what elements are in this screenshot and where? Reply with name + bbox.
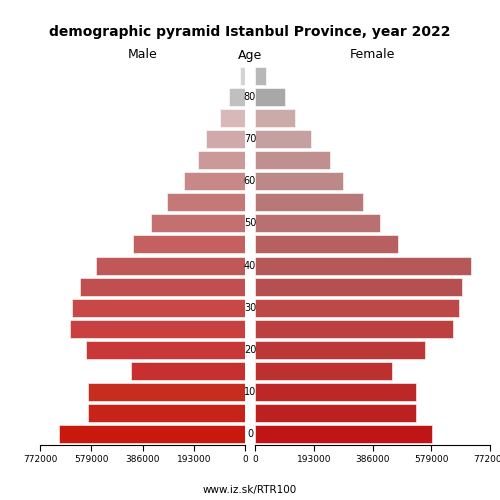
- Text: 10: 10: [244, 387, 256, 397]
- Bar: [255, 256, 471, 274]
- Bar: [255, 320, 453, 338]
- Bar: [88, 404, 245, 422]
- Text: 20: 20: [244, 345, 256, 355]
- Bar: [255, 341, 426, 359]
- Bar: [255, 193, 363, 211]
- Bar: [228, 88, 245, 106]
- Bar: [59, 426, 245, 444]
- Text: 60: 60: [244, 176, 256, 186]
- Bar: [184, 172, 245, 190]
- Text: 50: 50: [244, 218, 256, 228]
- Bar: [131, 362, 245, 380]
- Bar: [220, 109, 245, 127]
- Title: Female: Female: [350, 48, 395, 61]
- Bar: [255, 426, 432, 444]
- Text: demographic pyramid Istanbul Province, year 2022: demographic pyramid Istanbul Province, y…: [49, 25, 451, 39]
- Bar: [88, 383, 245, 401]
- Bar: [70, 320, 245, 338]
- Bar: [255, 214, 380, 232]
- Bar: [255, 404, 416, 422]
- Bar: [255, 383, 416, 401]
- Bar: [240, 66, 245, 84]
- Bar: [150, 214, 245, 232]
- Title: Male: Male: [128, 48, 158, 61]
- Bar: [72, 299, 245, 317]
- Bar: [96, 256, 245, 274]
- Bar: [255, 299, 459, 317]
- Bar: [255, 88, 286, 106]
- Bar: [255, 362, 392, 380]
- Text: 30: 30: [244, 303, 256, 313]
- Bar: [198, 151, 245, 169]
- Text: 80: 80: [244, 92, 256, 102]
- Bar: [255, 278, 462, 295]
- Bar: [255, 130, 312, 148]
- Bar: [255, 109, 294, 127]
- Bar: [134, 236, 245, 254]
- Bar: [255, 151, 330, 169]
- Bar: [255, 236, 398, 254]
- Bar: [255, 66, 266, 84]
- Bar: [255, 172, 344, 190]
- Bar: [166, 193, 245, 211]
- Bar: [206, 130, 245, 148]
- Bar: [80, 278, 245, 295]
- Text: www.iz.sk/RTR100: www.iz.sk/RTR100: [203, 485, 297, 495]
- Text: Age: Age: [238, 50, 262, 62]
- Text: 70: 70: [244, 134, 256, 144]
- Bar: [86, 341, 245, 359]
- Text: 40: 40: [244, 260, 256, 270]
- Text: 0: 0: [247, 430, 253, 440]
